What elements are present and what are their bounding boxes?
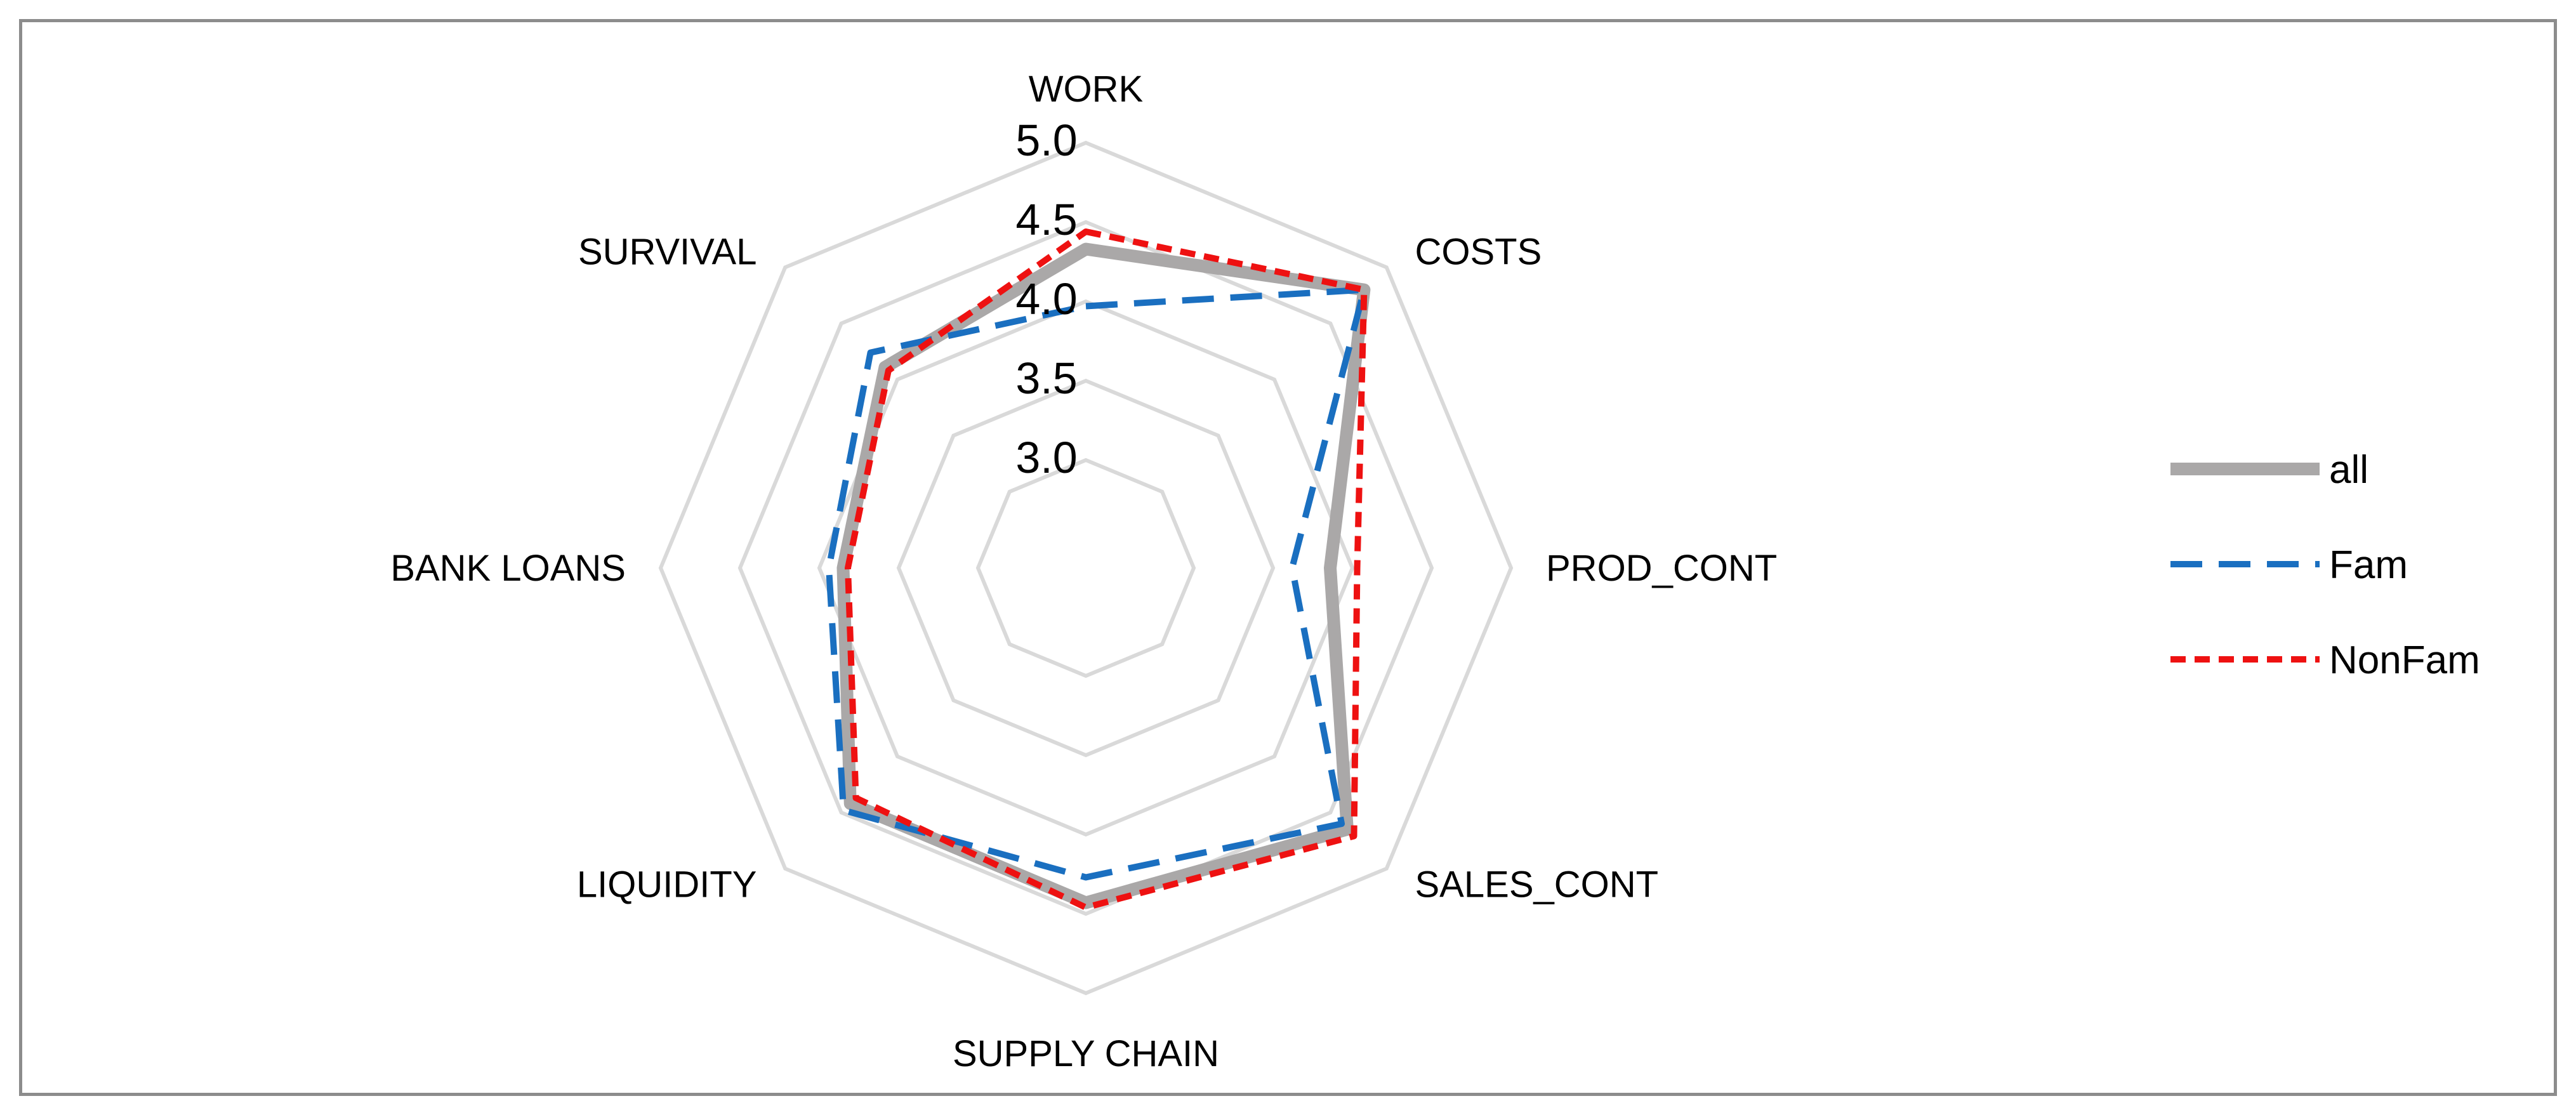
tick-label-5-0: 5.0 [1015, 115, 1077, 165]
category-label-costs: COSTS [1415, 231, 1542, 272]
category-label-prod-cont: PROD_CONT [1546, 548, 1777, 589]
grid-ring-5-0 [658, 140, 1514, 996]
series-fam [826, 286, 1368, 881]
legend-label-all: all [2329, 448, 2368, 492]
legend-label-fam: Fam [2329, 543, 2408, 587]
category-label-bank-loans: BANK LOANS [390, 548, 626, 589]
radial-tick-labels: 3.0 3.5 4.0 4.5 5.0 [1015, 115, 1077, 482]
radar-chart: 3.0 3.5 4.0 4.5 5.0 WORK COSTS PROD_CONT SALES_… [390, 69, 2480, 1074]
tick-label-3-5: 3.5 [1015, 353, 1077, 403]
tick-label-3-0: 3.0 [1015, 433, 1077, 482]
tick-label-4-0: 4.0 [1015, 274, 1077, 324]
radar-series [826, 228, 1371, 911]
category-label-supply-chain: SUPPLY CHAIN [953, 1033, 1219, 1074]
category-labels: WORK COSTS PROD_CONT SALES_CONT SUPPLY CHAIN… [390, 69, 1777, 1074]
category-label-work: WORK [1029, 69, 1144, 110]
series-all [836, 242, 1371, 909]
category-label-liquidity: LIQUIDITY [577, 864, 757, 906]
series-nonfam [845, 228, 1368, 911]
legend-label-nonfam: NonFam [2329, 638, 2480, 682]
grid-ring-3-5 [896, 378, 1276, 758]
legend: all Fam NonFam [2170, 448, 2480, 682]
chart-frame: 3.0 3.5 4.0 4.5 5.0 WORK COSTS PROD_CONT SALES_… [19, 19, 2557, 1096]
category-label-survival: SURVIVAL [578, 231, 757, 272]
tick-label-4-5: 4.5 [1015, 195, 1077, 244]
category-label-sales-cont: SALES_CONT [1415, 864, 1659, 906]
radar-grid [658, 140, 1514, 996]
grid-ring-3-0 [975, 458, 1196, 678]
